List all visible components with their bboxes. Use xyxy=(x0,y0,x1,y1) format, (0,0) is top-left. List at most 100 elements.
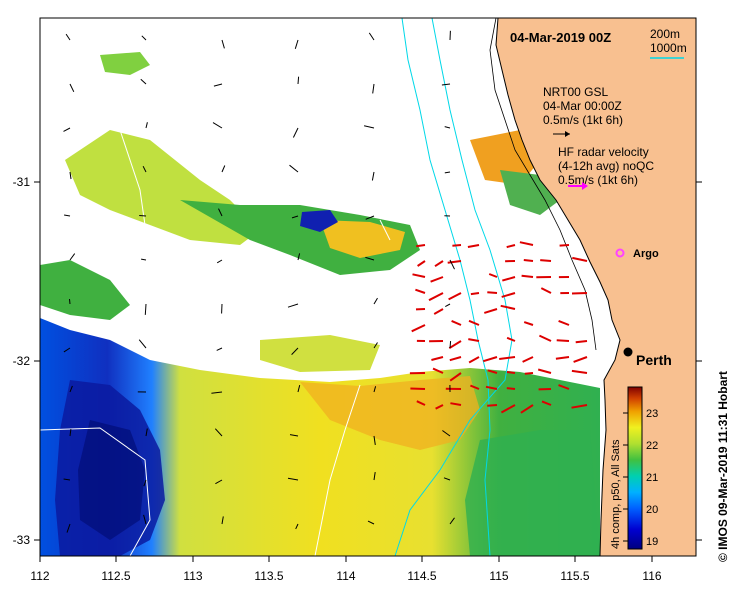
contour-white-1 xyxy=(119,129,151,261)
model-vector xyxy=(289,434,299,437)
contour-1000m-label: 1000m xyxy=(650,41,687,55)
x-tick-label: 114.5 xyxy=(407,569,436,583)
model-vector xyxy=(292,127,299,138)
credit-text: © IMOS 09-Mar-2019 11:31 Hobart xyxy=(716,371,730,562)
hf-vector xyxy=(468,356,480,364)
hf-vector xyxy=(467,244,480,248)
hf-vector xyxy=(523,321,534,326)
model-vector xyxy=(289,164,299,173)
model-vector xyxy=(371,171,375,181)
hf-vector xyxy=(485,385,498,390)
hf-vector xyxy=(506,387,516,390)
model-vector xyxy=(216,347,223,351)
colorbar-tick: 21 xyxy=(646,472,658,484)
y-tick-label: -33 xyxy=(13,533,31,547)
hf-vector xyxy=(540,287,552,294)
sst-patch-north-4 xyxy=(40,260,130,320)
model-vector xyxy=(212,122,223,129)
x-tick-label: 115.5 xyxy=(560,569,589,583)
x-axis: 112 112.5 113 113.5 114 114.5 115 115.5 … xyxy=(30,556,662,583)
x-tick-label: 115 xyxy=(489,569,508,583)
hf-vector xyxy=(559,244,570,247)
model-vector xyxy=(449,517,455,525)
hf-vector xyxy=(502,276,516,282)
model-vector xyxy=(64,214,71,217)
x-tick-label: 116 xyxy=(642,569,661,583)
contour-white-4 xyxy=(379,219,391,241)
x-tick-label: 112 xyxy=(30,569,49,583)
hf-vector xyxy=(555,356,570,360)
model-vector xyxy=(373,472,376,481)
colorbar-gradient xyxy=(627,386,643,550)
model-vector xyxy=(445,303,451,308)
model-vector xyxy=(143,479,147,487)
hf-vector xyxy=(412,273,426,278)
gsl-legend-line1: NRT00 GSL xyxy=(543,85,608,99)
x-tick-label: 114 xyxy=(336,569,355,583)
colorbar-tick: 23 xyxy=(646,408,658,420)
hf-vector xyxy=(487,291,498,294)
model-vector xyxy=(365,215,375,220)
hf-vector xyxy=(571,369,588,374)
hf-vector xyxy=(522,356,534,363)
argo-label: Argo xyxy=(633,248,659,260)
hf-vector xyxy=(411,324,426,333)
model-vector xyxy=(141,35,147,41)
model-vector xyxy=(373,386,377,393)
hf-vector xyxy=(488,273,498,278)
model-vector xyxy=(373,435,376,445)
model-vector xyxy=(213,83,223,87)
hf-vector xyxy=(433,308,444,315)
model-vector xyxy=(63,478,71,481)
sst-green-band xyxy=(465,430,600,556)
colorbar-title: 4h comp, p50, All Sats xyxy=(610,439,622,549)
model-vector xyxy=(287,303,299,308)
hf-vector xyxy=(416,244,426,248)
hf-vector xyxy=(506,336,516,342)
model-vector xyxy=(442,430,451,437)
hf-vector xyxy=(500,404,516,414)
hf-vector xyxy=(415,288,426,294)
model-vector xyxy=(63,347,71,353)
model-vector xyxy=(449,341,452,349)
y-tick-label: -31 xyxy=(13,175,31,189)
colorbar-tick: 19 xyxy=(646,536,658,548)
y-tick-label: -32 xyxy=(13,354,31,368)
model-vector xyxy=(69,171,72,180)
hf-vector xyxy=(573,356,588,363)
hf-vector xyxy=(523,259,534,262)
model-vector xyxy=(373,297,378,305)
colorbar: 19 20 21 22 23 4h comp, p50, All Sats xyxy=(610,386,658,550)
hf-vector xyxy=(537,368,552,374)
model-vector xyxy=(142,165,147,173)
y-axis: -31 -32 -33 xyxy=(13,175,702,547)
hf-vector xyxy=(468,338,480,342)
x-tick-label: 113 xyxy=(183,569,202,583)
hf-vector xyxy=(524,372,534,375)
model-vector xyxy=(367,520,375,525)
hf-vector xyxy=(506,244,516,249)
sst-patch-mid xyxy=(260,335,380,372)
hf-vector xyxy=(450,402,462,406)
model-vector xyxy=(287,477,299,481)
hf-radar-vectors xyxy=(409,241,588,414)
hf-vector xyxy=(541,400,552,406)
hf-vector xyxy=(500,304,516,310)
model-vector xyxy=(138,339,147,349)
model-vector xyxy=(441,83,451,86)
hf-vector xyxy=(487,369,498,374)
gsl-arrow-icon xyxy=(553,131,570,137)
model-vector xyxy=(373,342,378,349)
hf-vector xyxy=(451,319,462,326)
hf-vector xyxy=(410,387,426,390)
model-vector xyxy=(294,39,299,49)
hf-vector xyxy=(572,256,588,262)
perth-marker xyxy=(623,347,633,357)
contour-white-3 xyxy=(314,384,361,556)
hf-vector xyxy=(428,292,444,302)
hf-vector xyxy=(470,384,480,390)
argo-float-marker xyxy=(615,248,625,258)
model-current-vectors xyxy=(63,30,455,533)
hf-vector xyxy=(448,292,462,301)
model-vector xyxy=(141,258,147,261)
